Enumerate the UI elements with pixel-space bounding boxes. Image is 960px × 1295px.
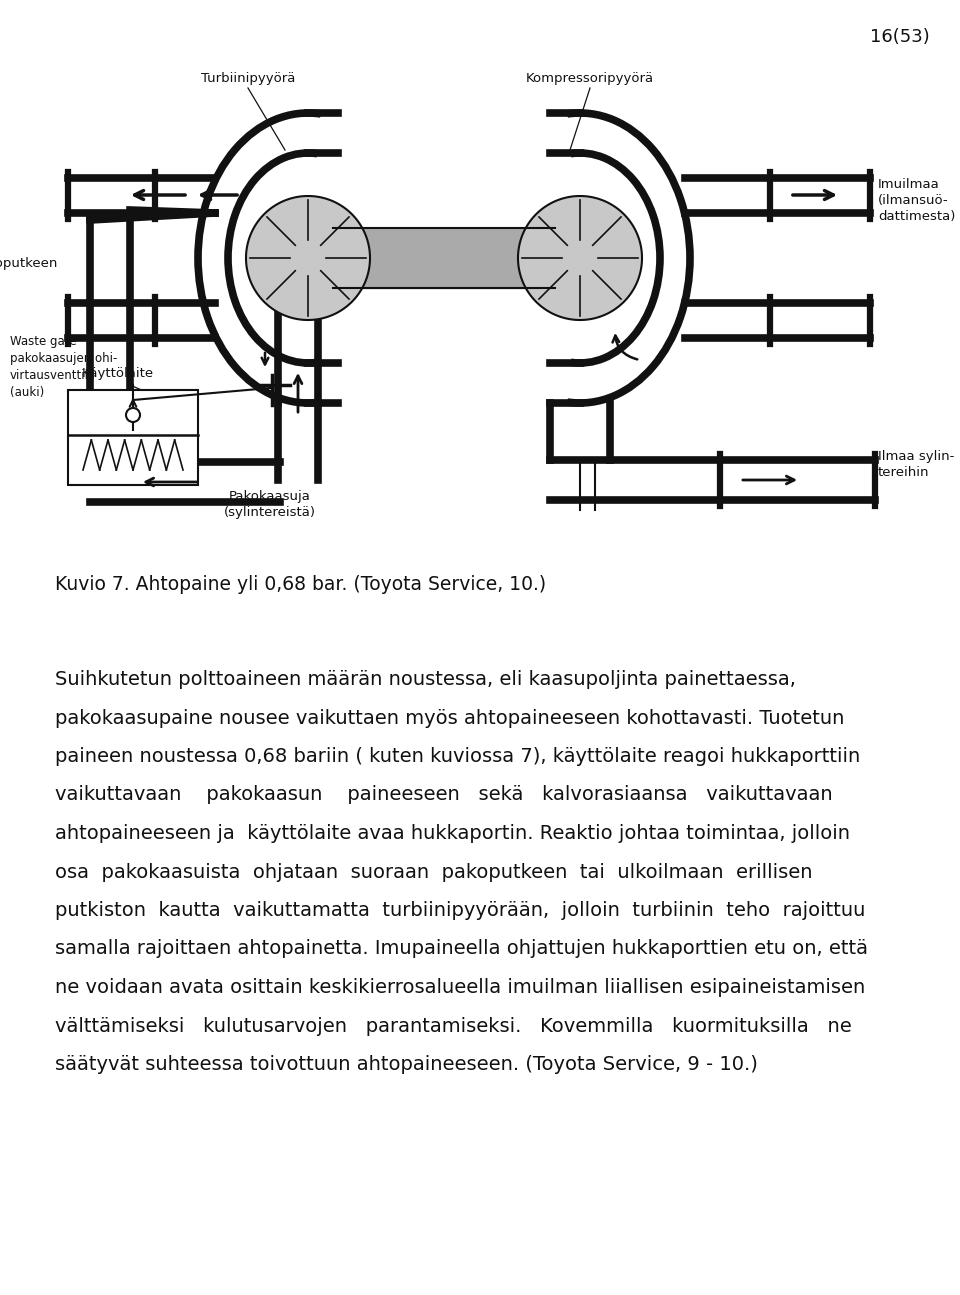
Text: pakokaasupaine nousee vaikuttaen myös ahtopaineeseen kohottavasti. Tuotetun: pakokaasupaine nousee vaikuttaen myös ah…	[55, 708, 845, 728]
Text: ahtopaineeseen ja  käyttölaite avaa hukkaportin. Reaktio johtaa toimintaa, jollo: ahtopaineeseen ja käyttölaite avaa hukka…	[55, 824, 850, 843]
Text: Käyttölaite: Käyttölaite	[82, 366, 155, 379]
Text: Imuilmaa
(ilmansuö-
dattimesta): Imuilmaa (ilmansuö- dattimesta)	[878, 177, 955, 223]
Text: Pakokaasuja
(sylintereistä): Pakokaasuja (sylintereistä)	[224, 490, 316, 519]
Text: osa  pakokaasuista  ohjataan  suoraan  pakoputkeen  tai  ulkoilmaan  erillisen: osa pakokaasuista ohjataan suoraan pakop…	[55, 862, 812, 882]
Text: vaikuttavaan    pakokaasun    paineeseen   sekä   kalvorasiaansa   vaikuttavaan: vaikuttavaan pakokaasun paineeseen sekä …	[55, 786, 832, 804]
Text: putkiston  kautta  vaikuttamatta  turbiinipyyörään,  jolloin  turbiinin  teho  r: putkiston kautta vaikuttamatta turbiinip…	[55, 901, 865, 919]
FancyBboxPatch shape	[68, 390, 198, 486]
Text: säätyvät suhteessa toivottuun ahtopaineeseen. (Toyota Service, 9 - 10.): säätyvät suhteessa toivottuun ahtopainee…	[55, 1055, 757, 1074]
Text: samalla rajoittaen ahtopainetta. Imupaineella ohjattujen hukkaporttien etu on, e: samalla rajoittaen ahtopainetta. Imupain…	[55, 939, 868, 958]
Text: Pakoputkeen: Pakoputkeen	[0, 256, 58, 269]
Text: paineen noustessa 0,68 bariin ( kuten kuviossa 7), käyttölaite reagoi hukkaportt: paineen noustessa 0,68 bariin ( kuten ku…	[55, 747, 860, 767]
Text: Ilmaa sylin-
tereihin: Ilmaa sylin- tereihin	[878, 449, 954, 479]
Circle shape	[126, 408, 140, 422]
Text: ne voidaan avata osittain keskikierrosalueella imuilman liiallisen esipaineistam: ne voidaan avata osittain keskikierrosal…	[55, 978, 865, 997]
Polygon shape	[518, 196, 642, 320]
Polygon shape	[246, 196, 370, 320]
Text: Suihkutetun polttoaineen määrän noustessa, eli kaasupoljinta painettaessa,: Suihkutetun polttoaineen määrän noustess…	[55, 670, 796, 689]
Text: Waste gate
pakokaasujen ohi-
virtausventtiili
(auki): Waste gate pakokaasujen ohi- virtausvent…	[10, 335, 117, 399]
Text: välttämiseksi   kulutusarvojen   parantamiseksi.   Kovemmilla   kuormituksilla  : välttämiseksi kulutusarvojen parantamise…	[55, 1017, 852, 1036]
Text: Kompressoripyyörä: Kompressoripyyörä	[526, 73, 654, 85]
Text: 16(53): 16(53)	[871, 28, 930, 47]
Text: Turbiinipyyörä: Turbiinipyyörä	[201, 73, 295, 85]
Text: Kuvio 7. Ahtopaine yli 0,68 bar. (Toyota Service, 10.): Kuvio 7. Ahtopaine yli 0,68 bar. (Toyota…	[55, 575, 546, 594]
